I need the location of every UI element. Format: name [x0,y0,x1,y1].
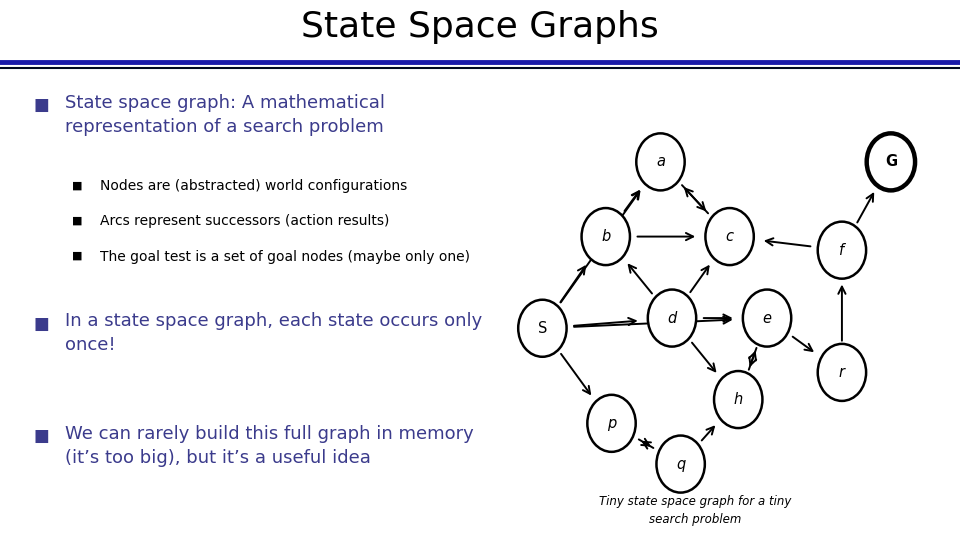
Text: d: d [667,310,677,326]
Text: a: a [656,154,665,170]
Text: f: f [839,242,845,258]
Text: ■: ■ [72,216,83,226]
Text: h: h [733,392,743,407]
Circle shape [743,289,791,347]
Circle shape [818,221,866,279]
Text: G: G [885,154,897,170]
Circle shape [518,300,566,357]
Text: p: p [607,416,616,431]
Text: ■: ■ [33,427,49,446]
Circle shape [636,133,684,191]
Text: e: e [762,310,772,326]
Circle shape [706,208,754,265]
Circle shape [648,289,696,347]
Circle shape [657,436,705,492]
Circle shape [867,133,915,191]
Text: q: q [676,457,685,471]
Circle shape [582,208,630,265]
Text: ■: ■ [72,180,83,191]
Text: State Space Graphs: State Space Graphs [301,10,659,44]
Circle shape [588,395,636,452]
Text: The goal test is a set of goal nodes (maybe only one): The goal test is a set of goal nodes (ma… [100,249,469,264]
Text: Arcs represent successors (action results): Arcs represent successors (action result… [100,214,389,228]
Text: c: c [726,229,733,244]
Text: ■: ■ [72,251,83,261]
Text: Tiny state space graph for a tiny
search problem: Tiny state space graph for a tiny search… [599,495,791,525]
Text: r: r [839,365,845,380]
Text: ■: ■ [33,314,49,333]
Text: b: b [601,229,611,244]
Text: Nodes are (abstracted) world configurations: Nodes are (abstracted) world configurati… [100,179,407,193]
Circle shape [714,371,762,428]
Text: We can rarely build this full graph in memory
(it’s too big), but it’s a useful : We can rarely build this full graph in m… [65,425,474,467]
Text: S: S [538,321,547,336]
Text: ■: ■ [33,96,49,114]
Text: In a state space graph, each state occurs only
once!: In a state space graph, each state occur… [65,312,483,354]
Text: State space graph: A mathematical
representation of a search problem: State space graph: A mathematical repres… [65,94,385,136]
Circle shape [818,344,866,401]
